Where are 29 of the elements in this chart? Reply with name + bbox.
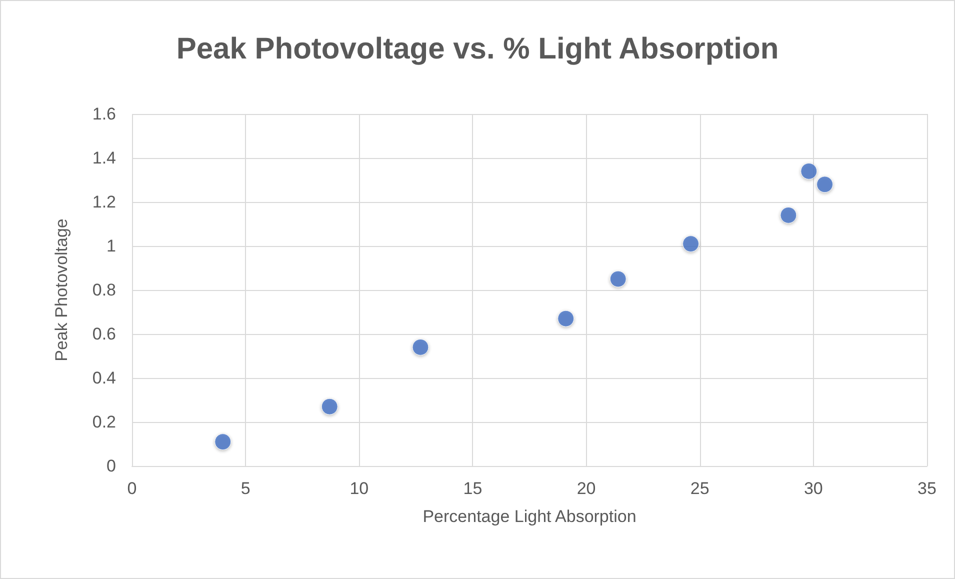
x-tick-label: 0	[127, 479, 137, 498]
x-tick-label: 10	[350, 479, 369, 498]
x-axis-title: Percentage Light Absorption	[422, 507, 636, 526]
point	[412, 338, 429, 356]
y-tick-label: 1.2	[92, 192, 116, 212]
x-tick-label: 25	[690, 479, 710, 498]
point	[321, 398, 338, 415]
point	[214, 434, 232, 450]
point	[682, 236, 700, 252]
y-tick-label: 0.4	[92, 368, 116, 388]
y-tick-label: 0.8	[92, 280, 116, 300]
point	[800, 162, 818, 180]
y-tick-label: 1.6	[92, 104, 116, 124]
x-tick-label: 30	[804, 479, 823, 498]
y-tick-label: 1	[106, 236, 116, 256]
x-tick-label: 20	[576, 479, 596, 498]
chart-title: Peak Photovoltage vs. % Light Absorption	[176, 32, 779, 66]
point	[780, 206, 797, 224]
y-axis-title: Peak Photovoltage	[52, 218, 71, 362]
y-tick-label: 1.4	[92, 148, 116, 168]
x-tick-label: 5	[240, 479, 250, 498]
point	[610, 270, 626, 288]
x-tick-label: 35	[918, 479, 936, 498]
point	[558, 310, 574, 327]
point	[816, 176, 834, 193]
x-tick-label: 15	[463, 479, 482, 498]
y-tick-label: 0.6	[92, 324, 116, 344]
y-tick-label: 0	[106, 456, 116, 476]
y-tick-label: 0.2	[92, 412, 116, 432]
